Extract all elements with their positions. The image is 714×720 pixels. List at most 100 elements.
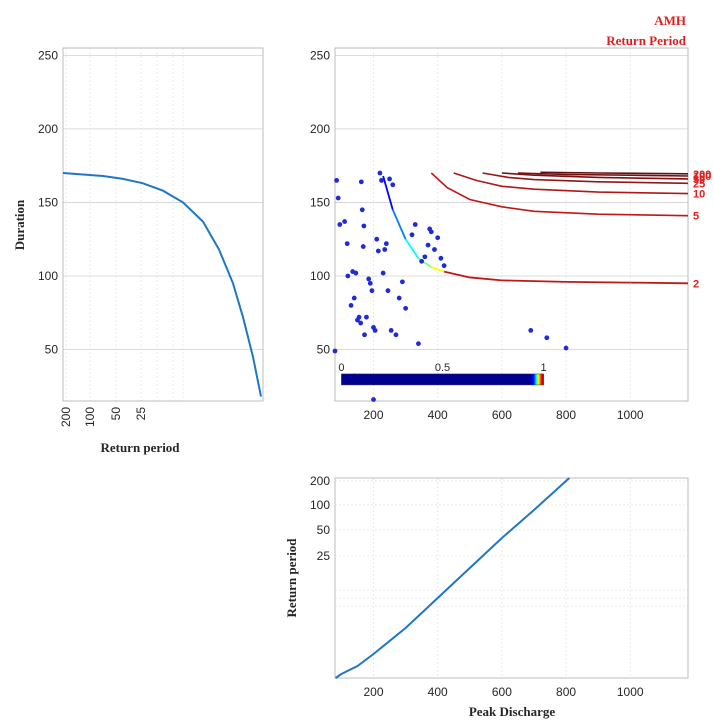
data-point-24 [374,236,380,242]
data-point-48 [435,235,441,241]
left-y-tick-4: 250 [38,48,58,62]
contour-label-25: 25 [693,178,705,190]
data-point-32 [387,176,392,182]
left-plot-frame [62,47,264,402]
contour-label-50: 50 [693,174,705,186]
data-point-20 [367,280,373,286]
colorbar-tick-0: 0 [338,362,344,374]
left-ticks: 50 100 150 200 250 200 100 50 25 [38,48,148,427]
bottom-x-tick-2: 600 [492,685,512,699]
data-point-16 [361,223,367,229]
data-point-53 [563,345,569,351]
contour-200 [540,171,689,175]
data-point-37 [399,279,405,285]
data-point-55 [371,397,376,402]
main-y-tick-2: 150 [310,195,330,209]
main-x-tick-0: 200 [363,408,383,422]
contour-2-seg-8 [566,280,631,284]
data-point-23 [372,328,378,333]
data-point-46 [428,229,434,235]
bottom-grid [335,478,688,678]
data-point-41 [416,341,421,347]
main-points [332,170,569,402]
data-point-33 [388,328,394,333]
contour-2-seg-6 [469,276,502,282]
data-point-15 [360,244,366,249]
main-y-tick-1: 100 [310,269,330,283]
data-point-30 [383,241,389,247]
contour-label-10: 10 [693,189,705,201]
data-point-36 [396,295,402,301]
main-y-tick-0: 50 [317,343,331,357]
main-colorbar: 0 0.5 1 [338,362,547,386]
left-series [62,172,262,397]
left-x-tick-2: 50 [109,407,123,421]
colorbar-tick-1: 0.5 [435,362,450,374]
data-point-0 [334,177,340,183]
contour-2-seg-4 [430,266,445,273]
bottom-y-tick-0: 200 [310,474,330,488]
colorbar-bar [341,373,544,386]
data-point-2 [337,222,343,227]
data-point-42 [419,258,425,264]
data-point-51 [528,328,534,333]
left-y-tick-2: 150 [38,195,58,209]
data-point-27 [379,177,384,183]
main-y-tick-4: 250 [310,48,330,62]
data-point-11 [356,314,362,320]
main-x-tick-4: 1000 [617,408,644,422]
data-point-47 [432,247,437,252]
contour-2-seg-7 [501,279,567,283]
main-x-tick-3: 800 [556,408,576,422]
data-point-29 [382,247,388,252]
data-point-28 [380,270,386,276]
data-point-26 [377,170,383,176]
data-point-1 [335,195,341,201]
contour-label-5: 5 [693,211,699,223]
data-point-13 [358,179,364,185]
contour-25 [482,172,689,185]
main-y-tick-3: 200 [310,122,330,136]
data-point-25 [375,248,381,254]
bottom-x-tick-4: 1000 [617,685,644,699]
bottom-plot-frame [334,477,689,679]
contour-2-seg-1 [391,209,407,240]
bottom-series-line [335,477,570,679]
left-x-label: Return period [100,440,180,455]
data-point-12 [358,320,364,326]
contour-label-2: 2 [693,278,699,290]
main-subtitle: Return Period [606,33,687,48]
data-point-21 [369,288,375,294]
bottom-x-tick-0: 200 [363,685,383,699]
colorbar-tick-2: 1 [541,362,547,374]
main-ticks: 200 400 600 800 1000 50 100 150 200 250 [310,48,644,422]
contour-2-seg-5 [443,270,470,279]
contour-2-seg-2 [404,238,420,259]
left-x-tick-3: 25 [134,407,148,421]
data-point-19 [366,276,372,282]
left-y-tick-3: 200 [38,122,58,136]
data-point-17 [362,332,367,338]
data-point-40 [412,222,418,227]
left-y-tick-0: 50 [45,343,59,357]
contour-2-seg-9 [630,281,689,285]
data-point-34 [390,182,396,188]
bottom-y-tick-3: 25 [317,549,331,563]
bottom-x-tick-3: 800 [556,685,576,699]
contour-5 [430,172,689,217]
left-series-line [62,172,262,397]
bottom-x-tick-1: 400 [428,685,448,699]
left-y-label: Duration [12,199,27,250]
data-point-35 [393,332,399,338]
bottom-series [335,477,570,679]
data-point-54 [332,348,338,354]
data-point-3 [342,219,348,224]
data-point-44 [425,242,431,248]
contour-50 [501,172,689,180]
data-point-43 [422,254,428,260]
contour-label-200: 200 [693,169,711,181]
main-x-tick-2: 600 [492,408,512,422]
